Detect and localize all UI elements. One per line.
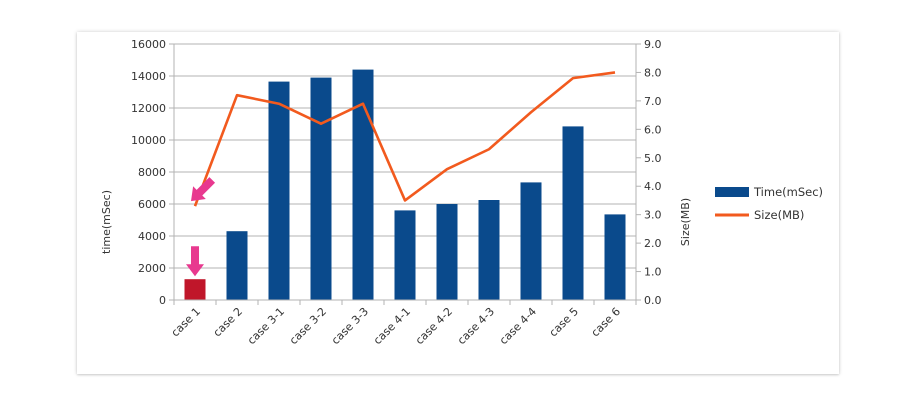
y-left-tick-label: 8000 [138,166,166,179]
bar [436,204,458,300]
bar [562,126,584,301]
x-tick-label: case 5 [547,305,582,340]
y-right-tick-label: 2.0 [644,237,662,250]
x-tick-label: case 3-2 [287,305,329,347]
y-left-tick-label: 4000 [138,230,166,243]
y-right-tick-label: 5.0 [644,152,662,165]
size-line-layer [193,71,616,207]
bar [604,214,626,300]
bar [226,231,248,300]
time-bars [184,69,626,301]
annotation-arrows [186,177,216,277]
y-right-tick-label: 7.0 [644,95,662,108]
legend-time-swatch [715,187,749,197]
x-axis-ticks: case 1 case 2 case 3-1 case 3-2 case 3-3 case… [169,305,624,347]
left-axis-ticks: 0 2000 4000 6000 8000 10000 12000 14000 16000 [131,38,166,307]
y-right-tick-label: 6.0 [644,123,662,136]
y-left-tick-label: 16000 [131,38,166,51]
legend-size-label: Size(MB) [754,208,804,222]
y-right-tick-label: 0.0 [644,294,662,307]
y-right-tick-label: 4.0 [644,180,662,193]
y-left-axis-label: time(mSec) [100,190,113,254]
down-arrow [186,246,204,277]
x-tick-label: case 3-1 [245,305,287,347]
y-right-tick-label: 3.0 [644,209,662,222]
diagonal-arrow-shape [191,177,216,202]
x-tick-label: case 1 [169,305,204,340]
diagonal-arrow [191,177,216,202]
x-tick-label: case 6 [589,305,624,340]
bar [310,77,332,300]
x-tick-label: case 4-4 [497,305,539,347]
y-right-tick-label: 9.0 [644,38,662,51]
y-left-tick-label: 0 [159,294,166,307]
y-left-tick-label: 12000 [131,102,166,115]
x-tick-label: case 4-2 [413,305,455,347]
x-tick-label: case 4-3 [455,305,497,347]
bar [478,200,500,300]
gridlines [174,43,636,301]
y-right-tick-label: 8.0 [644,66,662,79]
y-left-tick-label: 6000 [138,198,166,211]
legend: Time(mSec) Size(MB) [715,185,823,222]
y-left-tick-label: 2000 [138,262,166,275]
chart-card: 0 2000 4000 6000 8000 10000 12000 14000 16000 0.… [77,32,839,374]
right-axis-ticks: 0.0 1.0 2.0 3.0 4.0 5.0 6.0 7.0 8.0 9.0 [644,38,662,307]
bar [394,210,416,300]
x-tick-label: case 3-3 [329,305,371,347]
y-left-tick-label: 14000 [131,70,166,83]
combo-chart: 0 2000 4000 6000 8000 10000 12000 14000 16000 0.… [100,38,823,347]
bar [268,81,290,300]
legend-time-label: Time(mSec) [753,185,823,199]
y-right-tick-label: 1.0 [644,266,662,279]
bar [520,182,542,300]
y-left-tick-label: 10000 [131,134,166,147]
y-right-axis-label: Size(MB) [679,198,692,246]
x-tick-label: case 2 [211,305,246,340]
size-line [193,71,616,207]
bar [184,279,206,300]
axes [169,43,641,305]
bar [352,69,374,300]
x-tick-label: case 4-1 [371,305,413,347]
